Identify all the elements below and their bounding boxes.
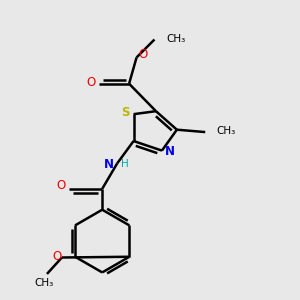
Text: N: N <box>104 158 114 171</box>
Text: O: O <box>56 179 66 192</box>
Text: CH₃: CH₃ <box>34 278 54 288</box>
Text: CH₃: CH₃ <box>167 34 186 44</box>
Text: O: O <box>138 48 147 61</box>
Text: O: O <box>86 76 95 89</box>
Text: H: H <box>121 159 128 169</box>
Text: N: N <box>164 145 174 158</box>
Text: O: O <box>52 250 61 263</box>
Text: S: S <box>121 106 130 119</box>
Text: CH₃: CH₃ <box>217 126 236 136</box>
